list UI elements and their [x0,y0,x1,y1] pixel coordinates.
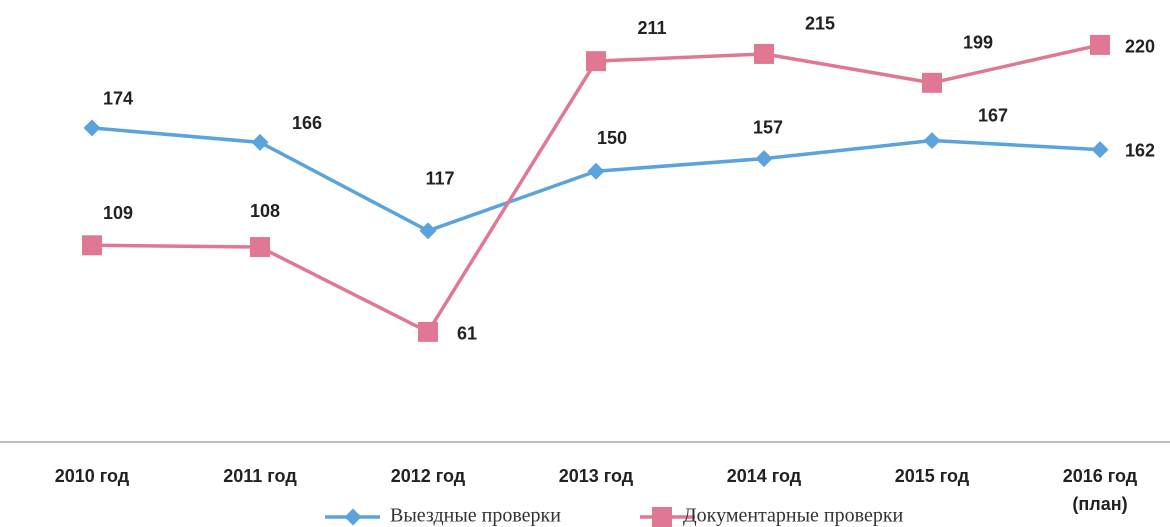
x-tick-label: 2015 год [894,466,970,486]
legend-marker [652,507,672,527]
x-tick-label: 2013 год [558,466,634,486]
legend-label: Документарные проверки [683,505,904,527]
marker [754,43,774,64]
marker [922,72,942,93]
marker [755,150,773,168]
data-label: 167 [978,105,1008,125]
marker [83,119,101,137]
data-label: 162 [1125,140,1155,160]
marker [1090,34,1110,55]
marker [1091,141,1109,159]
x-tick-label: 2012 год [390,466,466,486]
legend-label: Выездные проверки [390,505,561,527]
data-label: 211 [637,18,666,38]
marker [586,51,606,72]
marker [419,222,437,240]
marker [251,133,269,151]
marker [82,235,102,256]
x-tick-label: 2010 год [54,466,130,486]
data-label: 61 [457,324,477,344]
marker [587,162,605,180]
data-label: 174 [103,89,133,109]
marker [418,321,438,342]
marker [923,132,941,150]
data-label: 215 [805,14,835,34]
x-tick-label: 2016 год (план) [1062,466,1138,514]
data-label: 199 [963,33,993,53]
series-line [91,43,1101,335]
data-label: 220 [1125,37,1155,57]
data-label: 109 [103,203,133,223]
data-label: 166 [292,113,322,133]
data-label: 157 [753,117,783,137]
legend-marker [344,508,362,526]
x-tick-label: 2014 год [726,466,802,486]
data-label: 150 [597,128,627,148]
data-label: 108 [250,201,280,221]
marker [250,237,270,258]
x-tick-label: 2011 год [223,466,297,486]
data-label: 117 [425,169,454,189]
